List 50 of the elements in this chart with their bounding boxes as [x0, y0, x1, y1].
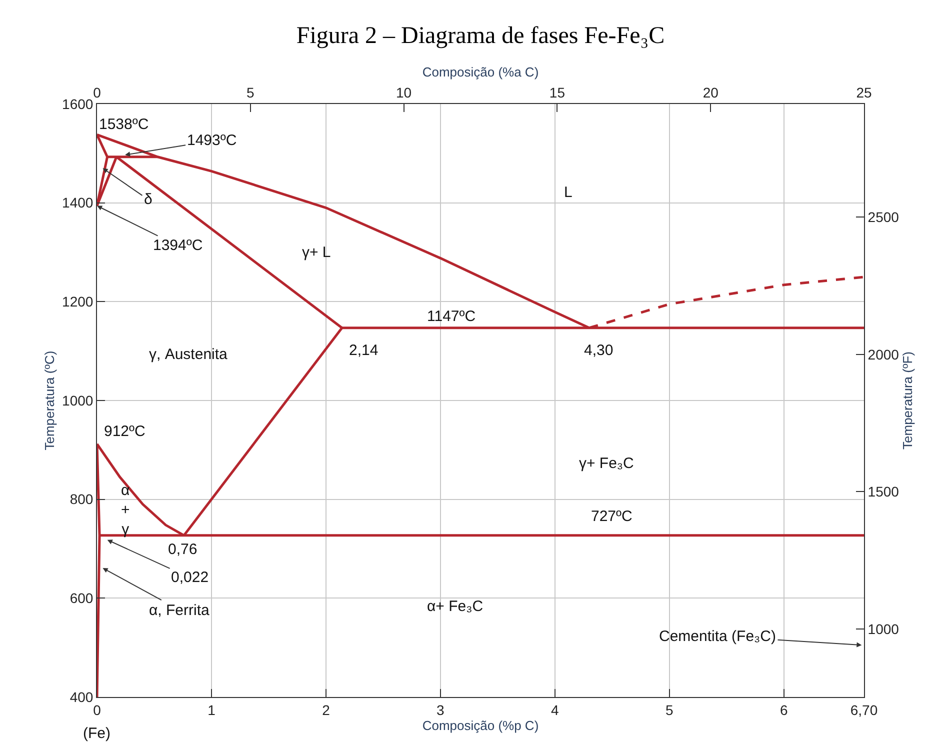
x-tick-label: 6,70: [850, 702, 878, 718]
annotation: γ, Austenita: [149, 346, 228, 363]
annotation: α + γ: [121, 482, 130, 538]
y-tick-label: 400: [70, 688, 94, 705]
x-tick-label: 4: [551, 702, 560, 718]
x-tick-label: 5: [665, 702, 674, 718]
x-tick-label: 6: [780, 702, 788, 718]
annotation: 912ºC: [104, 423, 146, 440]
x2-tick-label: 20: [702, 84, 719, 100]
annotation: 0,022: [171, 569, 209, 586]
annotation: 4,30: [584, 342, 614, 359]
x2-tick-label: 0: [93, 84, 102, 100]
y2-axis-title: Temperatura (ºF): [900, 352, 915, 450]
annotation: Cementita (Fe₃C): [659, 628, 776, 645]
y-tick-label: 600: [70, 590, 94, 606]
chart-title: Figura 2 – Diagrama de fases Fe-Fe₃C: [296, 22, 665, 49]
y2-tick-label: 2500: [868, 209, 900, 226]
y-tick-label: 1600: [62, 96, 94, 112]
annotation: 727ºC: [591, 508, 633, 525]
annotation: L: [564, 184, 572, 201]
y-tick-label: 800: [70, 491, 94, 508]
y-tick-label: 1000: [62, 392, 94, 408]
x2-tick-label: 15: [549, 84, 566, 100]
annotation: γ+ Fe₃C: [579, 455, 634, 472]
y-axis-title: Temperatura (ºC): [42, 350, 57, 450]
annotation: 2,14: [349, 342, 378, 359]
x2-axis-title: Composição (%a C): [422, 64, 539, 80]
annotation: 1147ºC: [427, 308, 476, 325]
annotation: 1394ºC: [153, 237, 203, 254]
text: (Fe): [83, 725, 110, 742]
annotation: 1538ºC: [99, 116, 149, 133]
y-tick-label: 1200: [62, 294, 94, 310]
x-tick-label: 0: [93, 702, 102, 718]
y2-tick-label: 1000: [868, 620, 900, 637]
annotation: γ+ L: [302, 244, 331, 261]
annotation: α, Ferrita: [149, 602, 210, 619]
x-tick-label: 1: [208, 702, 216, 718]
x-tick-label: 2: [322, 702, 330, 718]
y-tick-label: 1400: [62, 194, 94, 211]
y2-tick-label: 1500: [868, 484, 900, 500]
x-axis-title: Composição (%p C): [422, 718, 539, 733]
annotation: 0,76: [168, 541, 198, 558]
x2-tick-label: 10: [396, 84, 412, 100]
annotation: 1493ºC: [187, 132, 237, 149]
annotation: δ: [144, 191, 152, 208]
annotation: α+ Fe₃C: [427, 598, 484, 615]
x2-tick-label: 5: [246, 84, 254, 100]
x2-tick-label: 25: [856, 84, 872, 100]
y2-tick-label: 2000: [868, 346, 900, 362]
x-tick-label: 3: [436, 702, 445, 718]
